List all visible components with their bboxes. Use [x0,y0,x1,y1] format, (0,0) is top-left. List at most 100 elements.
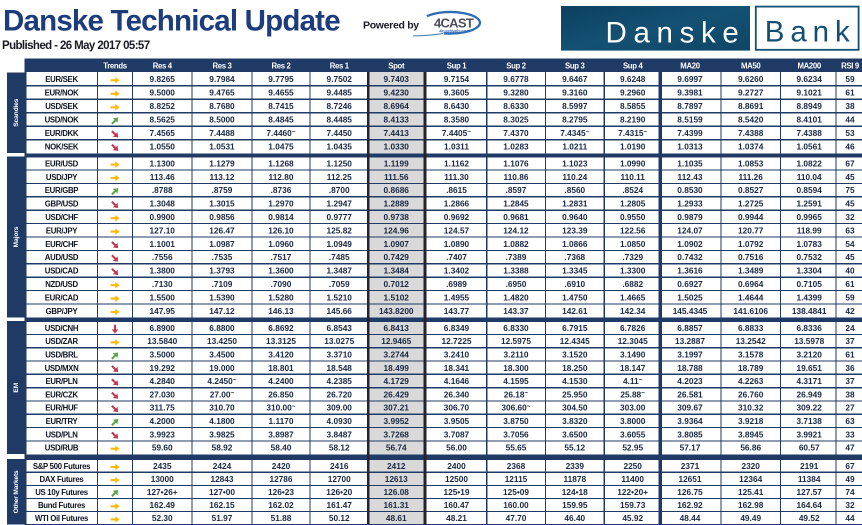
svg-text:1.0882: 1.0882 [503,239,529,249]
svg-text:0.9814: 0.9814 [268,212,294,222]
svg-text:3.4500: 3.4500 [209,350,235,360]
svg-text:111.56: 111.56 [384,172,409,182]
svg-text:.7485: .7485 [329,252,350,262]
svg-text:124•18: 124•18 [562,487,588,497]
svg-text:141.6106: 141.6106 [733,306,768,316]
svg-text:159.73: 159.73 [620,500,646,510]
svg-text:60.57: 60.57 [799,443,820,453]
svg-text:6.8330: 6.8330 [503,323,529,333]
svg-text:12613: 12613 [385,474,408,484]
svg-text:USD/CAD: USD/CAD [45,267,79,276]
svg-text:11384: 11384 [798,474,821,484]
svg-text:3.9921: 3.9921 [797,429,823,439]
svg-text:.8700: .8700 [329,185,350,195]
svg-text:310.00~: 310.00~ [266,403,295,413]
svg-text:EUR/GBP: EUR/GBP [45,186,79,195]
svg-text:Published - 26 May 2017 05:57: Published - 26 May 2017 05:57 [2,40,150,52]
svg-text:3.1578: 3.1578 [738,350,764,360]
svg-text:1.0792: 1.0792 [738,239,764,249]
svg-text:USD/SEK: USD/SEK [45,102,78,111]
svg-text:0.6927: 0.6927 [677,279,703,289]
svg-text:Danske Technical Update: Danske Technical Update [3,4,340,37]
svg-text:3.5000: 3.5000 [150,350,176,360]
svg-text:32: 32 [845,212,855,222]
svg-text:1.0211: 1.0211 [562,142,587,152]
svg-text:48.61: 48.61 [386,513,407,523]
svg-text:2250: 2250 [623,461,642,471]
svg-text:0.7516: 0.7516 [738,252,764,262]
svg-text:4.2840: 4.2840 [150,376,176,386]
svg-text:3.2744: 3.2744 [384,350,410,360]
svg-text:Res 3: Res 3 [212,61,232,70]
svg-text:1.2725: 1.2725 [738,199,764,209]
svg-text:4castweb.com: 4castweb.com [439,29,470,34]
svg-text:0.6964: 0.6964 [738,279,764,289]
svg-text:2191: 2191 [800,461,819,471]
svg-text:6.8800: 6.8800 [209,323,235,333]
svg-text:8.5625: 8.5625 [150,115,176,125]
svg-text:1.0531: 1.0531 [209,142,235,152]
svg-text:4.2023: 4.2023 [677,376,703,386]
svg-text:1.1076: 1.1076 [503,158,529,168]
svg-text:110.24: 110.24 [562,172,587,182]
svg-text:6.8833: 6.8833 [738,323,764,333]
svg-text:2368: 2368 [507,461,526,471]
svg-text:8.8691: 8.8691 [738,101,764,111]
svg-text:USD/JPY: USD/JPY [46,173,78,182]
svg-text:125•09: 125•09 [503,487,529,497]
svg-text:126.47: 126.47 [209,225,235,235]
svg-text:.7556: .7556 [152,252,173,262]
svg-text:6.8349: 6.8349 [444,323,470,333]
svg-text:1.2845: 1.2845 [503,199,529,209]
svg-text:123.39: 123.39 [562,225,588,235]
svg-text:1.4399: 1.4399 [797,292,823,302]
svg-text:1.2866: 1.2866 [444,199,470,209]
svg-text:127.10: 127.10 [150,225,176,235]
svg-text:0.9965: 0.9965 [797,212,823,222]
svg-text:Danske: Danske [606,16,746,49]
svg-text:EUR/USD: EUR/USD [45,159,79,168]
svg-text:0.9900: 0.9900 [150,212,176,222]
svg-text:12651: 12651 [678,474,701,484]
svg-text:0.9944: 0.9944 [738,212,764,222]
svg-text:1.1162: 1.1162 [444,158,469,168]
svg-text:1.0853: 1.0853 [738,158,764,168]
svg-text:12500: 12500 [445,474,468,484]
svg-text:Powered by: Powered by [363,20,419,32]
svg-text:8.7415: 8.7415 [268,101,294,111]
svg-text:58.40: 58.40 [271,443,292,453]
svg-text:125.41: 125.41 [738,487,764,497]
svg-text:4.11~: 4.11~ [623,376,643,386]
svg-text:1.0890: 1.0890 [444,239,470,249]
svg-text:26.760: 26.760 [738,389,764,399]
svg-text:3.8945: 3.8945 [738,429,764,439]
svg-text:0.7012: 0.7012 [384,279,410,289]
svg-text:EUR/PLN: EUR/PLN [45,377,78,386]
svg-text:USD/PLN: USD/PLN [45,430,78,439]
svg-text:63: 63 [845,225,855,235]
svg-text:Res 4: Res 4 [153,61,173,70]
svg-text:18.499: 18.499 [384,363,410,373]
svg-text:0.8527: 0.8527 [738,185,764,195]
svg-text:8.5997: 8.5997 [562,101,588,111]
svg-text:58.12: 58.12 [329,443,350,453]
svg-text:8.3580: 8.3580 [444,115,470,125]
svg-text:126.75: 126.75 [677,487,703,497]
svg-text:9.4230: 9.4230 [384,88,410,98]
svg-text:4.3171: 4.3171 [797,376,823,386]
svg-text:19.000: 19.000 [209,363,235,373]
svg-text:52.95: 52.95 [622,443,643,453]
svg-text:1.0902: 1.0902 [677,239,703,249]
svg-text:NOK/SEK: NOK/SEK [45,143,79,152]
svg-text:143.8200: 143.8200 [379,306,414,316]
svg-text:147.95: 147.95 [150,306,176,316]
svg-text:8.2795: 8.2795 [562,115,588,125]
svg-text:Trends: Trends [103,61,127,70]
svg-text:142.34: 142.34 [620,306,646,316]
svg-text:1.3388: 1.3388 [503,266,529,276]
svg-text:.7368: .7368 [564,252,585,262]
svg-text:145.66: 145.66 [327,306,353,316]
svg-text:1.1250: 1.1250 [327,158,353,168]
svg-text:9.2960: 9.2960 [620,88,646,98]
svg-text:8.3025: 8.3025 [503,115,529,125]
